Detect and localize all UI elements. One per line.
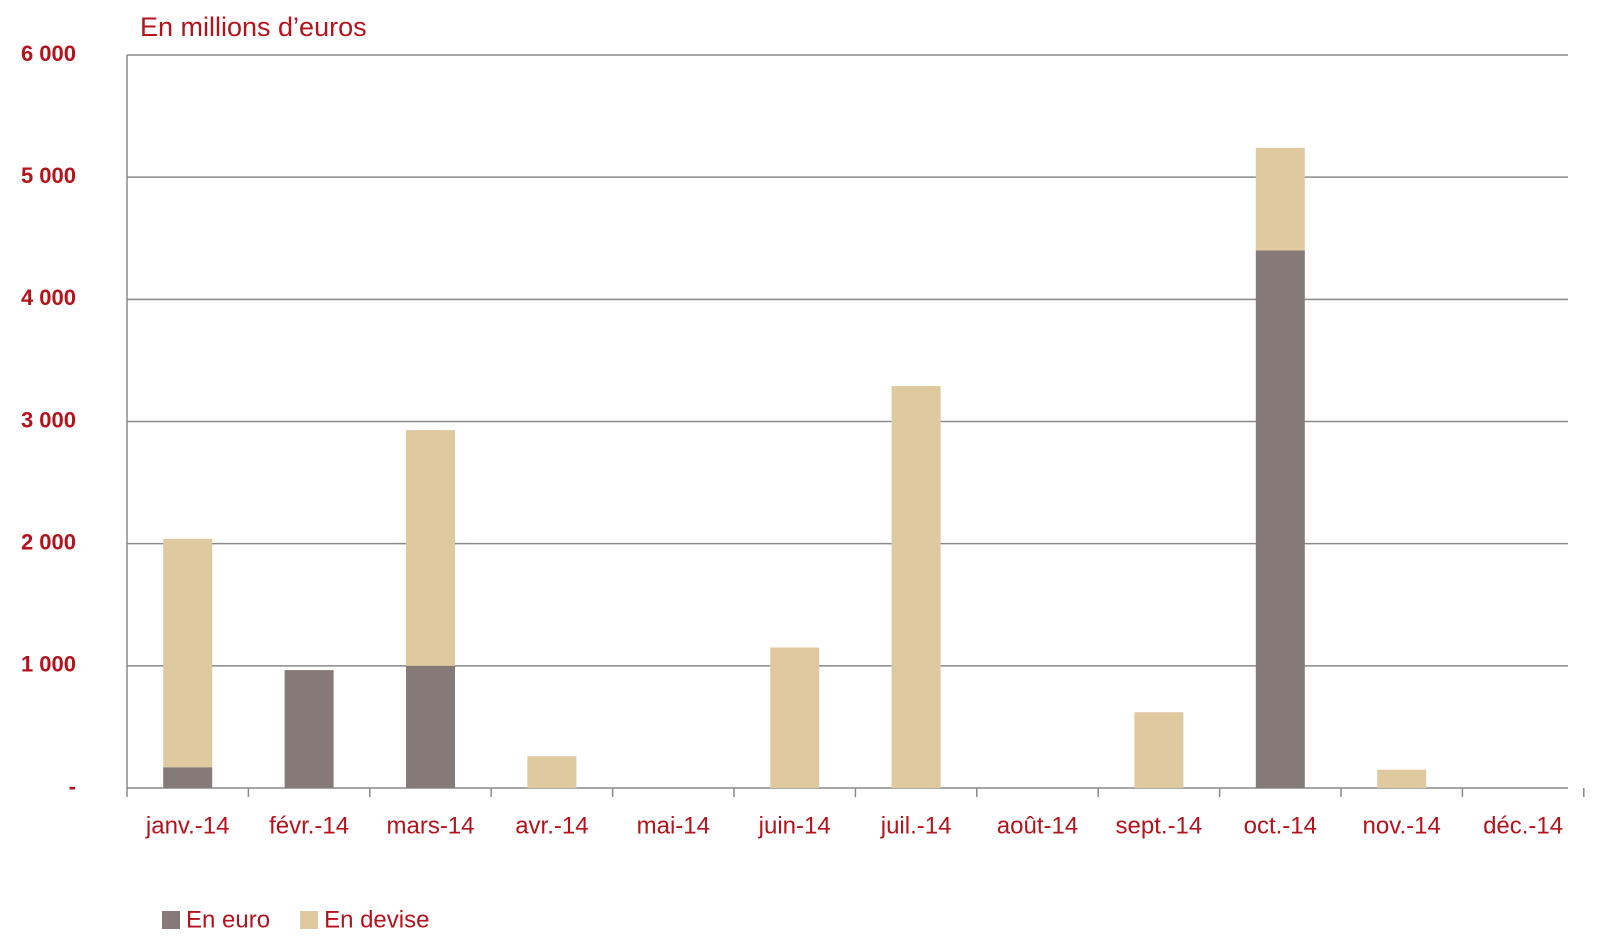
x-tick-label: mai-14 — [637, 812, 710, 839]
legend-label: En euro — [186, 906, 270, 933]
y-tick-label: 1 000 — [21, 652, 76, 677]
chart-title: En millions d’euros — [140, 12, 367, 42]
y-tick-label: 3 000 — [21, 407, 76, 432]
bar-segment — [163, 538, 213, 768]
y-tick-label: 2 000 — [21, 529, 76, 554]
x-tick-label: déc.-14 — [1483, 812, 1563, 839]
x-tick-label: nov.-14 — [1363, 812, 1441, 839]
x-tick-label: janv.-14 — [145, 812, 230, 839]
bar-segment — [891, 386, 941, 788]
legend-swatch — [162, 911, 180, 929]
bar-segment — [284, 670, 334, 788]
x-tick-label: sept.-14 — [1116, 812, 1203, 839]
x-tick-label: août-14 — [997, 812, 1078, 839]
y-tick-label: 6 000 — [21, 41, 76, 66]
bar-segment — [163, 767, 213, 788]
bar-segment — [1255, 147, 1305, 251]
bar-segment — [1377, 769, 1427, 788]
bar-segment — [406, 665, 455, 788]
x-tick-label: avr.-14 — [515, 812, 588, 839]
bar-segment — [770, 647, 820, 788]
legend-swatch — [300, 911, 319, 929]
bar-segment — [406, 430, 455, 666]
y-tick-label: 4 000 — [21, 285, 76, 310]
x-tick-label: févr.-14 — [269, 812, 349, 839]
bar-segment — [1134, 712, 1184, 788]
x-tick-label: oct.-14 — [1244, 812, 1317, 839]
bar-segment — [1255, 250, 1305, 788]
x-tick-label: juin-14 — [758, 812, 831, 839]
bar-segment — [527, 756, 577, 788]
legend-label: En devise — [324, 906, 429, 933]
y-tick-label: - — [69, 774, 76, 799]
x-tick-label: mars-14 — [386, 812, 474, 839]
x-tick-label: juil.-14 — [880, 812, 952, 839]
y-tick-label: 5 000 — [21, 163, 76, 188]
